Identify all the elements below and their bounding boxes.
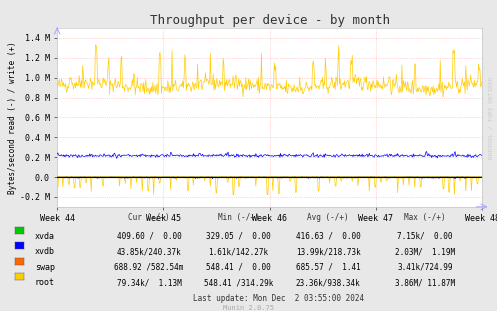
Text: 13.99k/218.73k: 13.99k/218.73k xyxy=(296,247,360,256)
Text: 3.41k/724.99: 3.41k/724.99 xyxy=(397,263,453,272)
Text: swap: swap xyxy=(35,263,55,272)
Text: 7.15k/  0.00: 7.15k/ 0.00 xyxy=(397,232,453,241)
Text: Cur (-/+): Cur (-/+) xyxy=(128,213,170,222)
Text: root: root xyxy=(35,278,55,287)
Text: RRDTOOL / TOBI OETIKER: RRDTOOL / TOBI OETIKER xyxy=(489,77,494,160)
Text: Last update: Mon Dec  2 03:55:00 2024: Last update: Mon Dec 2 03:55:00 2024 xyxy=(193,294,364,303)
Text: 79.34k/  1.13M: 79.34k/ 1.13M xyxy=(117,278,181,287)
Y-axis label: Bytes/second read (-) / write (+): Bytes/second read (-) / write (+) xyxy=(8,41,17,194)
Text: xvdb: xvdb xyxy=(35,247,55,256)
Text: 329.05 /  0.00: 329.05 / 0.00 xyxy=(206,232,271,241)
Text: 23.36k/938.34k: 23.36k/938.34k xyxy=(296,278,360,287)
Text: 409.60 /  0.00: 409.60 / 0.00 xyxy=(117,232,181,241)
Text: 548.41 /314.29k: 548.41 /314.29k xyxy=(204,278,273,287)
Text: 43.85k/240.37k: 43.85k/240.37k xyxy=(117,247,181,256)
Text: 2.03M/  1.19M: 2.03M/ 1.19M xyxy=(395,247,455,256)
Title: Throughput per device - by month: Throughput per device - by month xyxy=(150,14,390,27)
Text: Max (-/+): Max (-/+) xyxy=(404,213,446,222)
Text: 688.92 /582.54m: 688.92 /582.54m xyxy=(114,263,184,272)
Text: xvda: xvda xyxy=(35,232,55,241)
Text: 548.41 /  0.00: 548.41 / 0.00 xyxy=(206,263,271,272)
Text: 1.61k/142.27k: 1.61k/142.27k xyxy=(209,247,268,256)
Text: Munin 2.0.75: Munin 2.0.75 xyxy=(223,305,274,311)
Text: 3.86M/ 11.87M: 3.86M/ 11.87M xyxy=(395,278,455,287)
Text: Min (-/+): Min (-/+) xyxy=(218,213,259,222)
Text: 416.63 /  0.00: 416.63 / 0.00 xyxy=(296,232,360,241)
Text: 685.57 /  1.41: 685.57 / 1.41 xyxy=(296,263,360,272)
Text: Avg (-/+): Avg (-/+) xyxy=(307,213,349,222)
